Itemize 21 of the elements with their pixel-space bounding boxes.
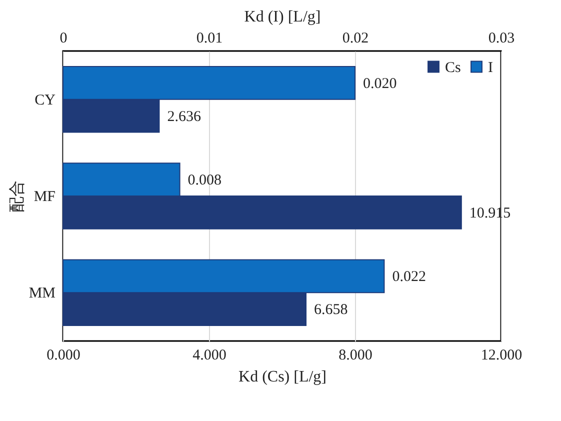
- x-tick-label: 4.000: [192, 348, 226, 364]
- data-label: 0.008: [188, 172, 222, 189]
- x2-tick-label: 0.02: [342, 30, 369, 46]
- x-tick-label: 8.000: [338, 348, 372, 364]
- y-axis-title: 配合: [8, 180, 26, 212]
- x2-tick-label: 0.01: [196, 30, 223, 46]
- y-tick-label: MM: [28, 286, 56, 302]
- x-tick-label: 12.000: [480, 348, 522, 364]
- data-label: 0.020: [363, 76, 397, 92]
- data-label: 0.022: [392, 269, 426, 286]
- data-label: 2.636: [167, 108, 202, 125]
- x-tick-label: 0.000: [46, 348, 80, 364]
- x-axis-title: Kd (Cs) [L/g]: [238, 368, 326, 386]
- x2-axis-title: Kd (I) [L/g]: [244, 8, 321, 26]
- x2-tick-label: 0: [60, 30, 68, 46]
- legend-label: I: [488, 60, 493, 76]
- y-tick-label: CY: [34, 92, 56, 108]
- x2-tick-label: 0.03: [488, 30, 515, 46]
- legend-label: Cs: [445, 60, 462, 76]
- data-label: 6.658: [314, 302, 348, 318]
- y-tick-label: MF: [34, 189, 56, 205]
